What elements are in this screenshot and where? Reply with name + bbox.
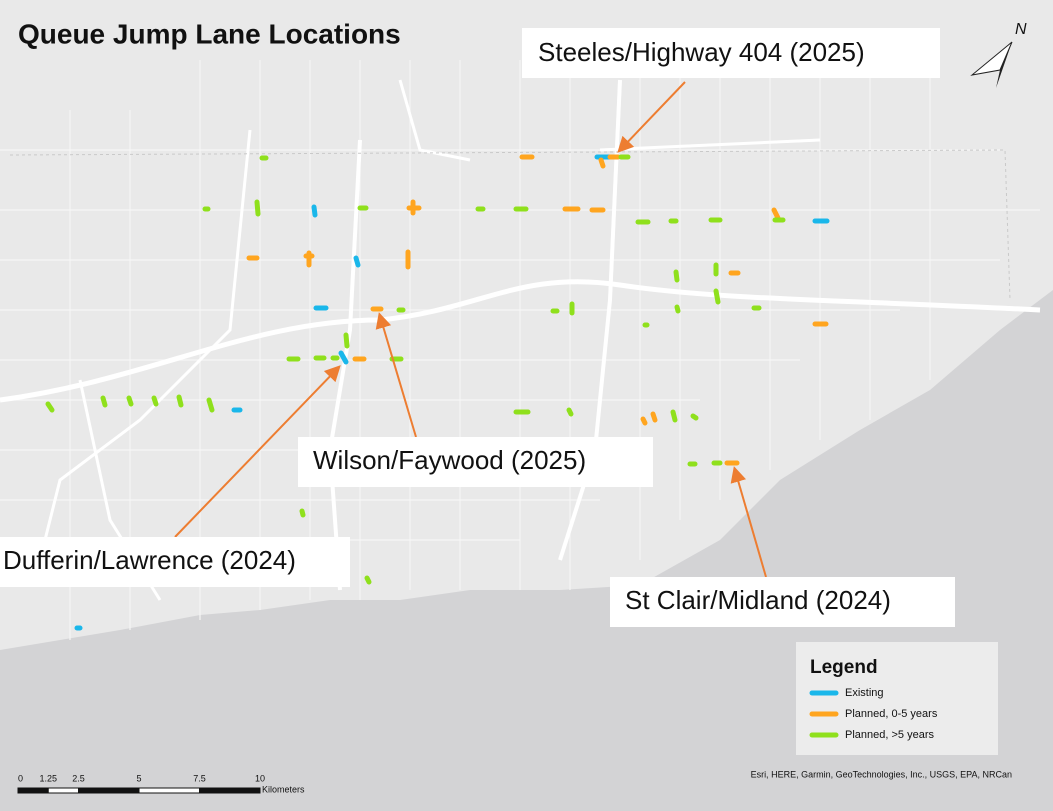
lane-segment — [151, 395, 159, 407]
map-title: Queue Jump Lane Locations — [18, 18, 401, 49]
callout-box — [0, 537, 350, 587]
scale-tick-label: 5 — [136, 773, 141, 783]
lane-segment — [598, 157, 606, 169]
scale-tick-label: 7.5 — [193, 773, 206, 783]
lane-segment — [299, 508, 306, 518]
legend-title: Legend — [810, 657, 878, 678]
callout-box — [522, 28, 940, 78]
scale-segment — [17, 787, 49, 794]
lane-segment — [650, 411, 658, 423]
scale-unit: Kilometers — [262, 784, 305, 794]
attribution: Esri, HERE, Garmin, GeoTechnologies, Inc… — [751, 769, 1012, 779]
callout-box — [610, 577, 955, 627]
north-label: N — [1015, 21, 1027, 38]
scale-segment — [138, 787, 200, 794]
callout-label: Dufferin/Lawrence (2024) — [3, 545, 296, 575]
north-arrow: N — [970, 21, 1027, 88]
lane-segment — [100, 395, 108, 408]
lane-segment — [343, 332, 350, 349]
scale-tick-label: 0 — [18, 773, 23, 783]
lane-segment — [311, 204, 318, 218]
lane-segment — [338, 350, 349, 365]
lane-segment — [364, 575, 372, 585]
scale-tick-label: 1.25 — [39, 773, 57, 783]
lane-segment — [673, 269, 680, 283]
callouts: Steeles/Highway 404 (2025) Wilson/Faywood… — [0, 28, 955, 627]
lane-segment — [45, 401, 55, 413]
lane-segment — [353, 255, 361, 268]
legend: Legend Existing Planned, 0-5 years Planned… — [796, 642, 998, 755]
callout-label: Steeles/Highway 404 (2025) — [538, 37, 865, 67]
callout-arrow — [174, 365, 341, 538]
scale-segment — [199, 787, 261, 794]
legend-label: Existing — [845, 687, 884, 699]
lane-segment — [690, 413, 699, 421]
queue-jump-lanes — [45, 154, 830, 631]
callout-label: Wilson/Faywood (2025) — [313, 445, 586, 475]
lane-segment — [206, 397, 215, 413]
lane-segment — [713, 288, 721, 305]
lake — [0, 290, 1053, 811]
legend-label: Planned, >5 years — [845, 729, 934, 741]
scale-segment — [47, 787, 79, 794]
lane-segment — [640, 416, 648, 426]
lane-segment — [126, 395, 134, 407]
callout-box — [298, 437, 653, 487]
callout-arrow — [617, 81, 686, 153]
callout-label: St Clair/Midland (2024) — [625, 585, 891, 615]
callout-arrow — [730, 466, 767, 578]
lane-segment — [771, 207, 781, 221]
scale-tick-label: 2.5 — [72, 773, 85, 783]
lane-segment — [566, 407, 574, 417]
lane-segment — [176, 394, 184, 408]
lane-segment — [670, 409, 678, 423]
scale-tick-label: 10 — [255, 773, 265, 783]
callout-arrow — [375, 312, 417, 438]
scale-segment — [78, 787, 140, 794]
legend-label: Planned, 0-5 years — [845, 708, 938, 720]
lane-segment — [674, 304, 681, 314]
lane-segment — [254, 199, 261, 217]
